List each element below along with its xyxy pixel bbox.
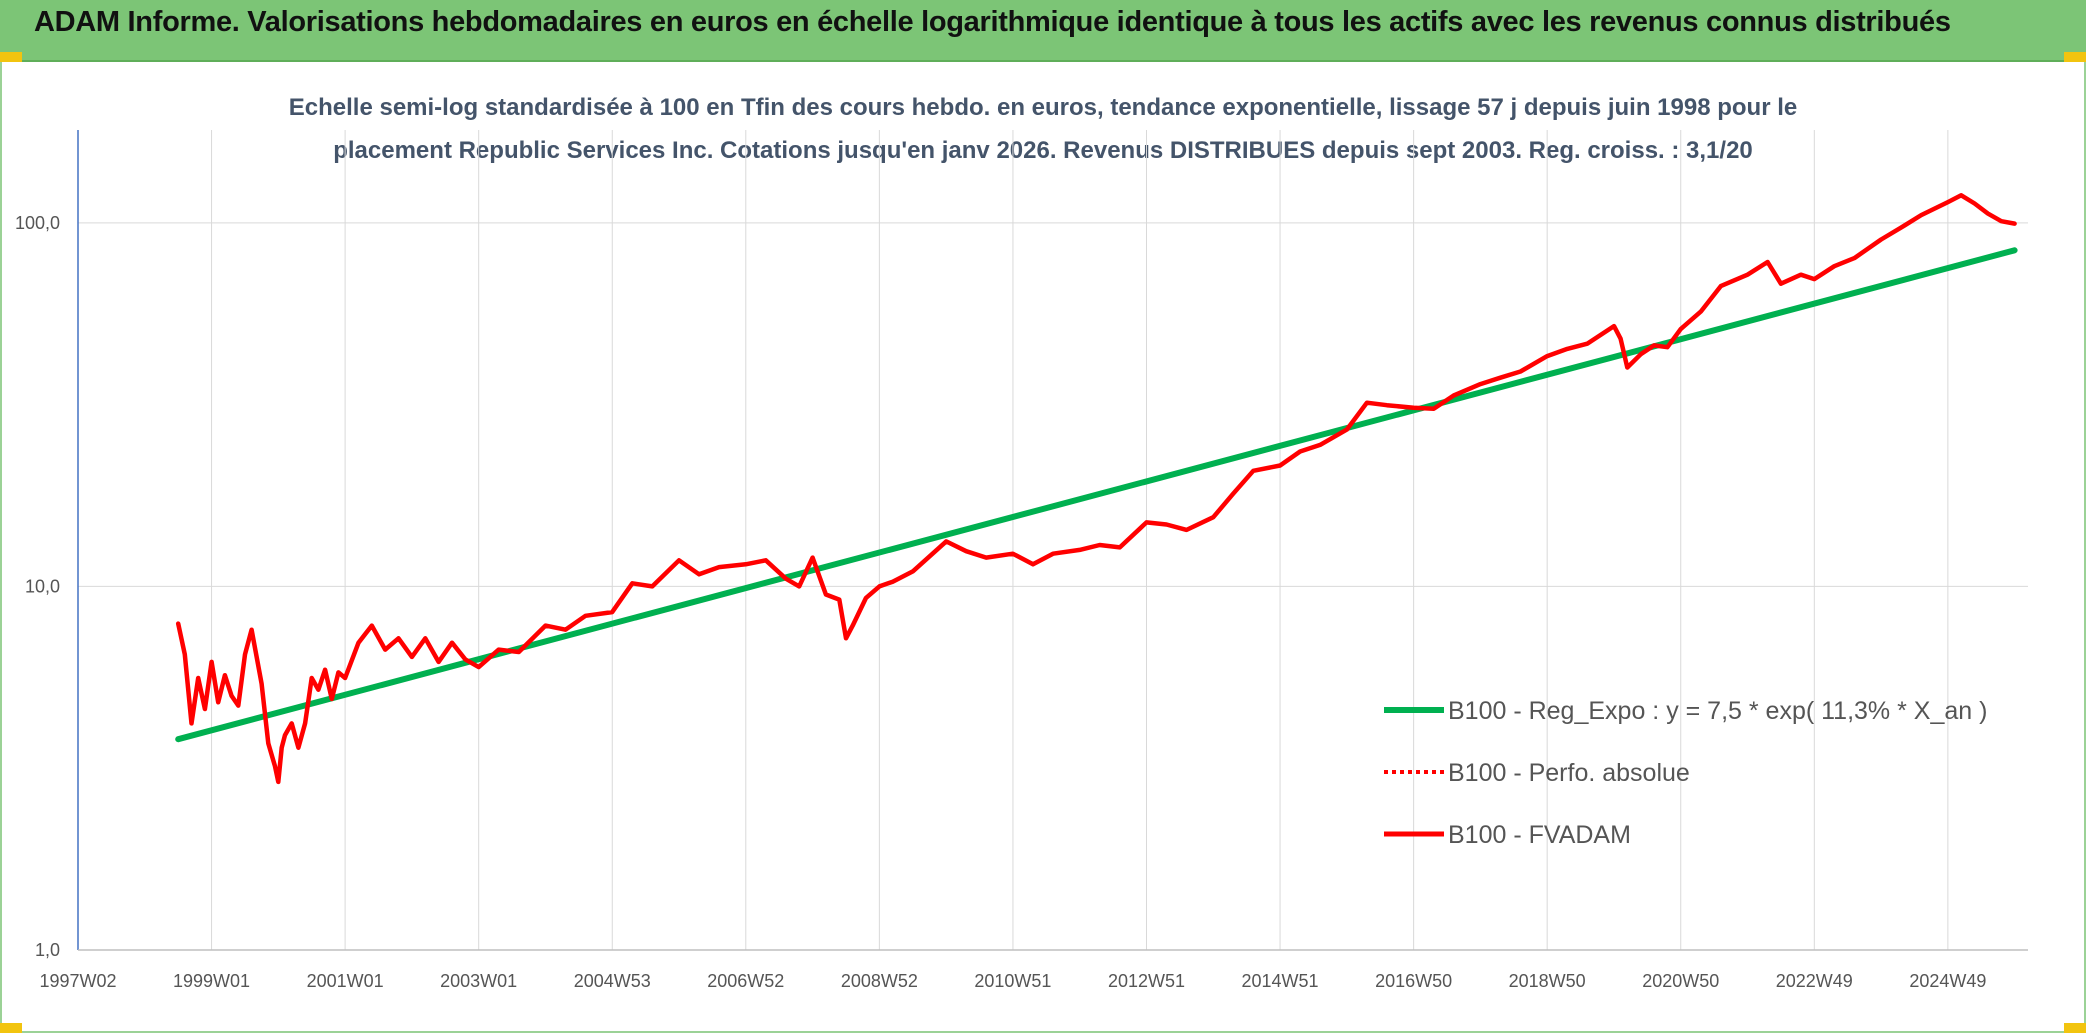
x-tick-label: 2022W49	[1776, 971, 1853, 991]
series-line-reg-expo	[175, 247, 2018, 743]
x-tick-label: 1999W01	[173, 971, 250, 991]
y-tick-label: 100,0	[15, 213, 60, 233]
banner-corner-left	[0, 52, 22, 62]
chart-title: Echelle semi-log standardisée à 100 en T…	[0, 86, 2086, 172]
x-tick-label: 2016W50	[1375, 971, 1452, 991]
y-tick-label: 10,0	[25, 576, 60, 596]
legend-label: B100 - Reg_Expo : y = 7,5 * exp( 11,3% *…	[1448, 697, 1987, 725]
frame-corner-left	[0, 1023, 22, 1033]
series-line-fvadam	[175, 193, 2017, 785]
x-tick-label: 2012W51	[1108, 971, 1185, 991]
legend: B100 - Reg_Expo : y = 7,5 * exp( 11,3% *…	[1384, 697, 1987, 849]
series-layer	[175, 193, 2018, 785]
x-tick-label: 1997W02	[39, 971, 116, 991]
chart-title-line-1: Echelle semi-log standardisée à 100 en T…	[288, 94, 1798, 121]
x-tick-label: 2014W51	[1242, 971, 1319, 991]
axes: 1997W02 1999W01 2001W01 2003W01 2004W53 2006W…	[15, 130, 2028, 991]
x-tick-label: 2001W01	[307, 971, 384, 991]
x-tick-label: 2006W52	[707, 971, 784, 991]
x-tick-label: 2004W53	[574, 971, 651, 991]
report-banner: ADAM Informe. Valorisations hebdomadaire…	[0, 0, 2086, 62]
x-tick-label: 2010W51	[974, 971, 1051, 991]
x-tick-label: 2024W49	[1909, 971, 1986, 991]
x-tick-label: 2020W50	[1642, 971, 1719, 991]
grid-lines	[77, 130, 2028, 951]
chart-frame	[0, 62, 2086, 1033]
x-tick-label: 2003W01	[440, 971, 517, 991]
x-tick-label: 2018W50	[1509, 971, 1586, 991]
banner-corner-right	[2064, 52, 2086, 62]
y-tick-label: 1,0	[35, 940, 60, 960]
frame-corner-right	[2064, 1023, 2086, 1033]
x-tick-label: 2008W52	[841, 971, 918, 991]
legend-label: B100 - FVADAM	[1448, 821, 1631, 849]
chart-title-line-2: placement Republic Services Inc. Cotatio…	[333, 137, 1753, 164]
report-title: ADAM Informe. Valorisations hebdomadaire…	[34, 6, 1951, 38]
legend-label: B100 - Perfo. absolue	[1448, 759, 1690, 787]
